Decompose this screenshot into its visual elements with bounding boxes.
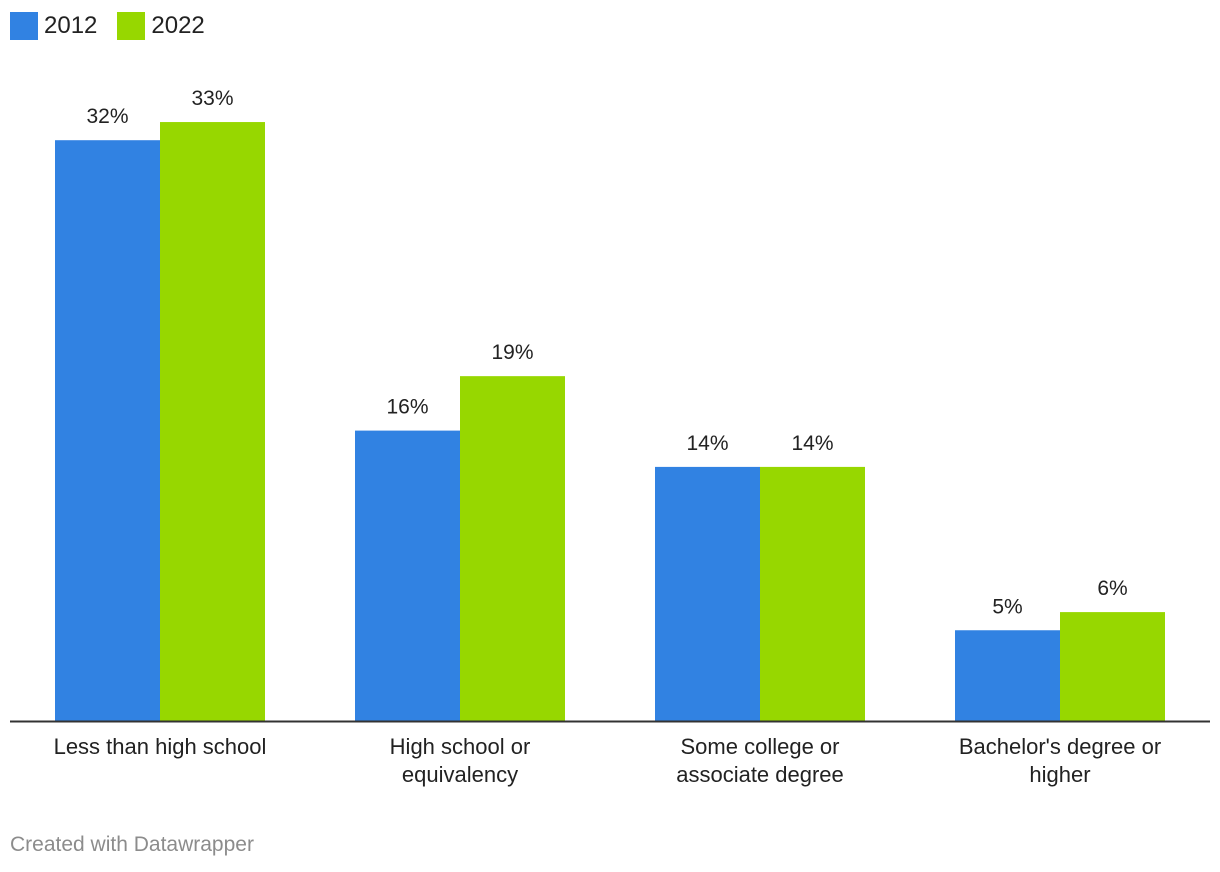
data-label-2012-0: 32% bbox=[86, 105, 128, 128]
legend-item-2022: 2022 bbox=[117, 12, 205, 40]
category-label-3-line-1: higher bbox=[1029, 762, 1090, 787]
data-label-2022-2: 14% bbox=[791, 432, 833, 455]
legend-swatch-2022 bbox=[117, 12, 146, 40]
bar-2012-3 bbox=[955, 630, 1060, 721]
bar-2022-1 bbox=[460, 376, 565, 721]
category-label-2-line-0: Some college or bbox=[681, 734, 840, 759]
footer-credit: Created with Datawrapper bbox=[10, 833, 254, 856]
category-label-3-line-0: Bachelor's degree or bbox=[959, 734, 1161, 759]
bar-2022-2 bbox=[760, 466, 865, 721]
bar-2012-0 bbox=[55, 140, 160, 721]
data-label-2022-1: 19% bbox=[491, 341, 533, 364]
category-label-1-line-0: High school or bbox=[390, 734, 531, 759]
data-label-2012-2: 14% bbox=[686, 432, 728, 455]
category-label-0-line-0: Less than high school bbox=[54, 734, 267, 759]
data-label-2022-0: 33% bbox=[191, 87, 233, 110]
legend: 2012 2022 bbox=[10, 12, 225, 40]
data-label-2012-3: 5% bbox=[992, 595, 1022, 618]
legend-item-2012: 2012 bbox=[10, 12, 97, 40]
bar-2012-1 bbox=[355, 430, 460, 721]
legend-swatch-2012 bbox=[10, 12, 38, 40]
bar-2022-3 bbox=[1060, 612, 1165, 721]
bar-2022-0 bbox=[160, 122, 265, 722]
category-label-1-line-1: equivalency bbox=[402, 762, 518, 787]
data-label-2022-3: 6% bbox=[1097, 577, 1127, 600]
category-label-2-line-1: associate degree bbox=[676, 762, 844, 787]
bar-2012-2 bbox=[655, 466, 760, 721]
data-label-2012-1: 16% bbox=[386, 396, 428, 419]
legend-label-2012: 2012 bbox=[44, 12, 98, 39]
legend-label-2022: 2022 bbox=[151, 12, 205, 39]
